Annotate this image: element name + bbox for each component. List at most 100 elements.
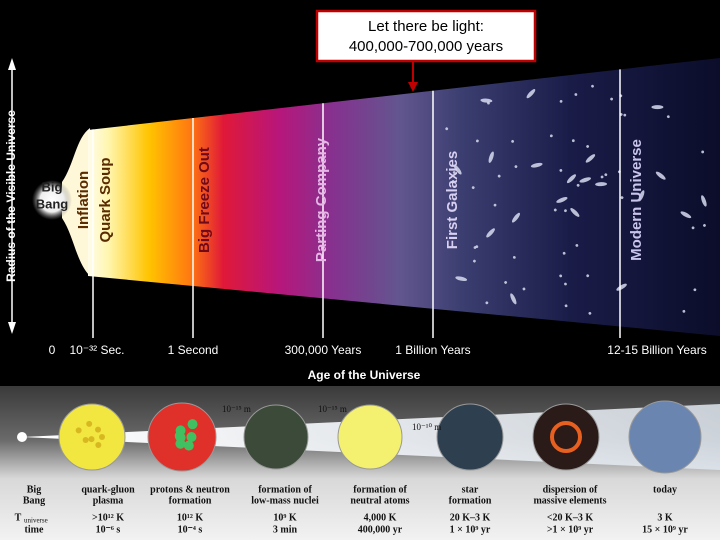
galaxy: [701, 195, 707, 207]
galaxy: [471, 186, 475, 190]
galaxy: [595, 182, 608, 187]
galaxy: [559, 99, 563, 103]
arrow-head: [408, 82, 418, 92]
galaxy: [701, 150, 705, 154]
galaxy: [693, 288, 697, 292]
time-axis-title: Age of the Universe: [308, 368, 421, 382]
galaxy: [566, 174, 576, 184]
galaxy: [497, 174, 501, 178]
column-name: Big: [27, 484, 41, 495]
particle: [75, 427, 82, 434]
time-label: 0: [49, 343, 56, 357]
time-label: 12-15 Billion Years: [607, 343, 706, 357]
galaxy: [511, 212, 521, 223]
epoch-sphere: [532, 403, 600, 471]
galaxy: [570, 208, 580, 217]
galaxies: [445, 84, 707, 315]
column-time: >1 × 10⁹ yr: [547, 524, 594, 535]
stage-label: Inflation: [75, 171, 92, 229]
galaxy: [586, 145, 590, 148]
column-temp: 4,000 K: [364, 512, 397, 523]
galaxy: [559, 274, 563, 278]
particle: [183, 440, 194, 451]
galaxy: [691, 226, 695, 230]
galaxy: [703, 224, 706, 227]
column-name: protons & neutron: [150, 484, 230, 495]
galaxy: [682, 309, 686, 313]
column-name: neutral atoms: [350, 495, 409, 506]
column-time: 1 × 10⁹ yr: [450, 524, 491, 535]
particle: [88, 436, 95, 443]
galaxy: [452, 171, 456, 174]
galaxy: [616, 283, 627, 291]
epoch-sphere: [628, 400, 702, 474]
galaxy: [486, 228, 495, 238]
galaxy: [620, 196, 624, 200]
galaxy: [553, 208, 557, 212]
galaxy: [455, 276, 468, 282]
galaxy: [512, 255, 516, 259]
galaxy: [556, 197, 568, 203]
scale-label: 10⁻¹⁵ m: [222, 404, 251, 414]
galaxy: [585, 154, 596, 163]
column-temp: 10¹² K: [177, 512, 203, 523]
origin-flash: [17, 432, 27, 442]
column-name: quark-gluon: [81, 484, 135, 495]
scale-label: 10⁻¹⁰ m: [412, 422, 441, 432]
galaxy: [576, 183, 580, 187]
galaxy: [575, 244, 579, 247]
particle: [95, 441, 102, 448]
arrow-head: [8, 322, 16, 334]
galaxy: [666, 115, 670, 119]
galaxy: [485, 301, 489, 305]
galaxy: [564, 282, 567, 286]
stage-label: Quark Soup: [97, 157, 114, 242]
galaxy: [635, 230, 639, 234]
galaxy: [571, 139, 575, 143]
galaxy: [476, 139, 479, 143]
big-bang-label: Bang: [36, 196, 69, 211]
arrow-head: [8, 58, 16, 70]
particle: [82, 437, 89, 444]
galaxy: [530, 162, 543, 168]
column-name: today: [653, 484, 677, 495]
callout-text: Let there be light:: [368, 18, 484, 35]
scale-label: 10⁻¹⁵ m: [318, 404, 347, 414]
galaxy: [504, 281, 508, 284]
column-name: formation: [169, 495, 212, 506]
column-time: time: [25, 524, 44, 535]
column-name: formation of: [258, 484, 312, 495]
galaxy: [559, 169, 563, 172]
particle: [95, 426, 102, 433]
galaxy: [604, 173, 608, 177]
time-label: 1 Second: [168, 343, 219, 357]
particle: [186, 432, 197, 442]
galaxy: [651, 105, 664, 110]
particle: [175, 425, 186, 436]
stage-label: Big Freeze Out: [196, 147, 213, 253]
column-time: 3 min: [273, 524, 298, 535]
galaxy: [511, 139, 515, 143]
galaxy: [564, 304, 568, 308]
particle: [187, 419, 198, 430]
column-time: 10⁻⁴ s: [178, 524, 203, 535]
column-temp: <20 K–3 K: [547, 512, 593, 523]
galaxy: [623, 113, 627, 117]
galaxy: [514, 165, 518, 169]
epoch-sphere: [337, 404, 403, 470]
stage-label: First Galaxies: [444, 151, 461, 249]
callout-box: [315, 9, 537, 63]
galaxy: [522, 287, 526, 291]
galaxy: [564, 209, 567, 213]
column-name: formation: [449, 495, 492, 506]
galaxy: [600, 175, 604, 179]
column-name: Bang: [23, 495, 45, 506]
galaxy: [488, 151, 494, 163]
cone-bulge: [62, 128, 90, 276]
column-temp: 20 K–3 K: [450, 512, 491, 523]
galaxy: [445, 127, 449, 131]
galaxy: [638, 190, 645, 202]
column-temp: T: [15, 512, 22, 523]
galaxy: [591, 84, 594, 88]
